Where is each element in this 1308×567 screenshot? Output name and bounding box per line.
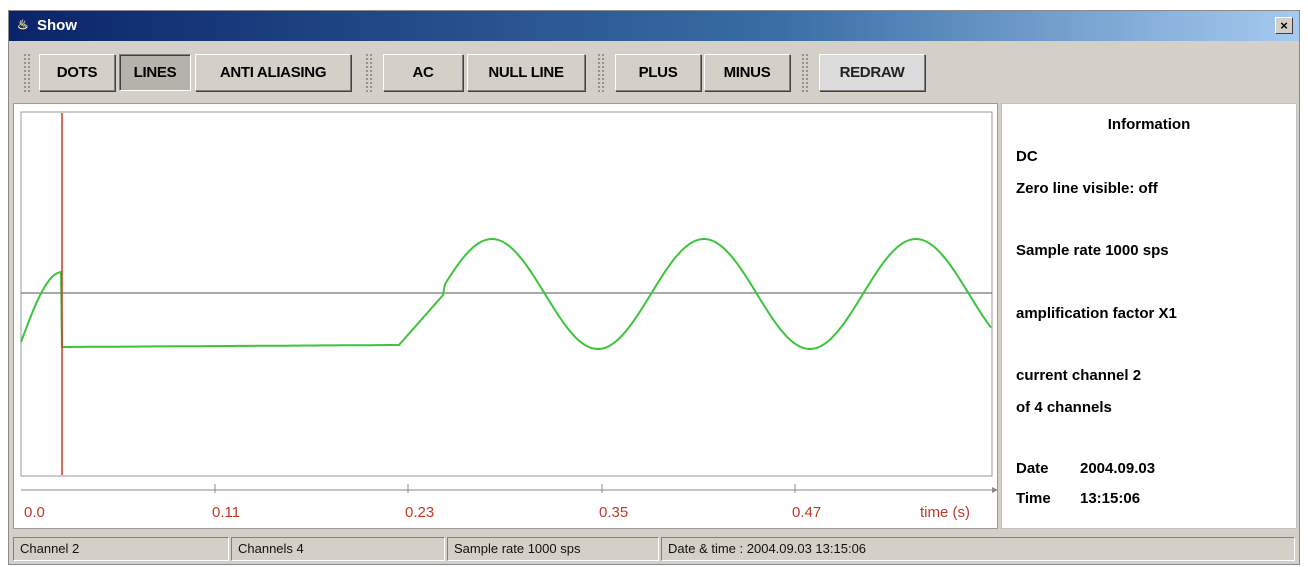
signal-plot[interactable]: 0.0 0.11 0.23 0.35 0.47 time (s): [13, 103, 998, 529]
plus-button[interactable]: PLUS: [615, 54, 701, 91]
current-channel-text: current channel 2: [1016, 367, 1142, 384]
sample-rate-text: Sample rate 1000 sps: [1016, 242, 1169, 259]
toolbar-grip[interactable]: [597, 53, 605, 93]
status-channels: Channels 4: [231, 537, 445, 561]
time-label: Time: [1016, 490, 1051, 507]
status-sample-rate: Sample rate 1000 sps: [447, 537, 659, 561]
plot-canvas[interactable]: [14, 104, 999, 530]
status-bar: Channel 2 Channels 4 Sample rate 1000 sp…: [9, 533, 1299, 563]
zero-line-status: Zero line visible: off: [1016, 180, 1158, 197]
x-axis-label: time (s): [920, 504, 970, 521]
signal-trace: [20, 238, 992, 350]
toolbar-grip[interactable]: [801, 53, 809, 93]
date-label: Date: [1016, 460, 1049, 477]
anti-aliasing-button[interactable]: ANTI ALIASING: [195, 54, 351, 91]
plot-area: [20, 111, 993, 477]
toolbar-grip[interactable]: [23, 53, 31, 93]
amplification-text: amplification factor X1: [1016, 305, 1177, 322]
toolbar-grip[interactable]: [365, 53, 373, 93]
null-line-button[interactable]: NULL LINE: [467, 54, 585, 91]
information-panel: Information DC Zero line visible: off Sa…: [1001, 103, 1297, 529]
dots-button[interactable]: DOTS: [39, 54, 115, 91]
close-button[interactable]: ×: [1275, 17, 1293, 34]
redraw-button[interactable]: REDRAW: [819, 54, 925, 91]
x-tick-label: 0.11: [212, 504, 241, 521]
status-datetime: Date & time : 2004.09.03 13:15:06: [661, 537, 1295, 561]
x-axis-arrow-icon: [992, 487, 998, 493]
x-tick-label: 0.23: [405, 504, 435, 521]
window-title: Show: [37, 17, 77, 34]
mode-text: DC: [1016, 148, 1038, 165]
status-channel: Channel 2: [13, 537, 229, 561]
x-tick-label: 0.0: [24, 504, 45, 521]
date-value: 2004.09.03: [1080, 460, 1156, 477]
ac-button[interactable]: AC: [383, 54, 463, 91]
minus-button[interactable]: MINUS: [704, 54, 790, 91]
time-value: 13:15:06: [1080, 490, 1141, 507]
title-bar[interactable]: ♨ Show ×: [9, 11, 1299, 41]
x-tick-label: 0.35: [599, 504, 629, 521]
java-app-icon: ♨: [17, 17, 29, 32]
toolbar: DOTS LINES ANTI ALIASING AC NULL LINE PL…: [9, 41, 1299, 103]
lines-button[interactable]: LINES: [119, 54, 191, 91]
channel-count-text: of 4 channels: [1016, 399, 1112, 416]
x-tick-label: 0.47: [792, 504, 822, 521]
information-heading: Information: [1107, 116, 1191, 133]
show-window: ♨ Show × DOTS LINES ANTI ALIASING AC NUL…: [8, 10, 1300, 565]
